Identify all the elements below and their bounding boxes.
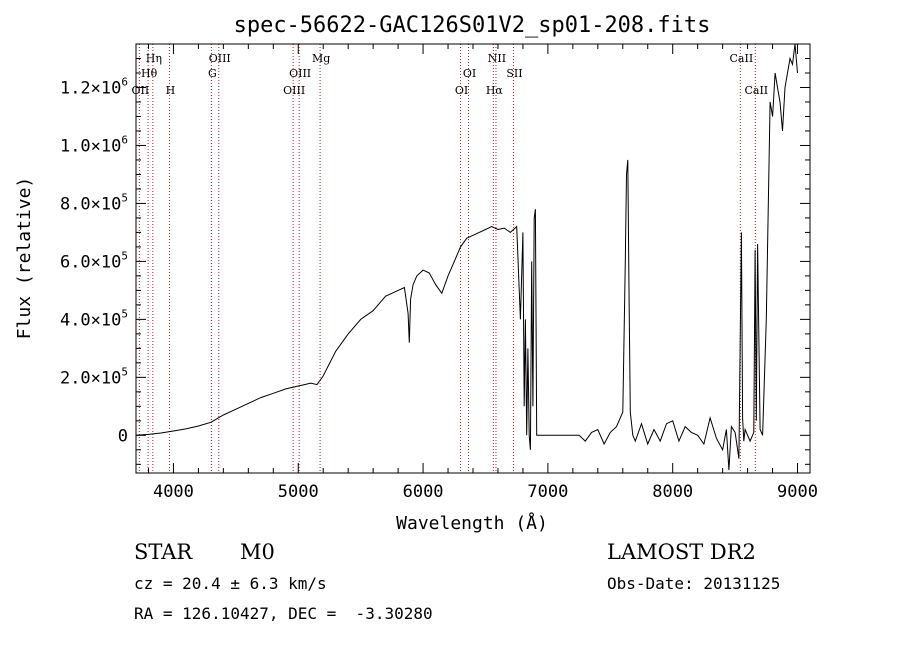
x-tick-label: 7000	[527, 482, 568, 502]
spectral-line-label: H	[166, 84, 176, 97]
y-tick-label: 6.0×105	[60, 249, 128, 272]
y-tick-label: 2.0×105	[60, 365, 128, 388]
coordinates: RA = 126.10427, DEC = -3.30280	[134, 604, 433, 623]
redshift-text: cz = 20.4 ± 6.3 km/s	[134, 574, 327, 593]
x-tick-label: 5000	[278, 482, 319, 502]
x-axis: 4000 5000 6000 7000 8000 9000	[147, 44, 818, 502]
y-tick-label: 4.0×105	[60, 307, 128, 330]
x-tick-label: 8000	[652, 482, 693, 502]
object-subclass: M0	[240, 540, 275, 564]
spectral-line-label: OI	[455, 84, 468, 97]
x-axis-label: Wavelength (Å)	[396, 512, 548, 534]
y-axis-label: Flux (relative)	[14, 177, 35, 340]
spectral-line-label: Hη	[146, 52, 162, 65]
spectral-line-label: SII	[506, 67, 522, 80]
x-tick-label: 6000	[403, 482, 444, 502]
chart-title: spec-56622-GAC126S01V2_sp01-208.fits	[234, 13, 711, 38]
spectral-line-label: G	[208, 67, 217, 80]
spectral-line-label: OIII	[289, 67, 311, 80]
obs-date: Obs-Date: 20131125	[607, 574, 781, 593]
y-tick-label: 8.0×105	[60, 191, 128, 214]
object-class: STAR	[134, 540, 193, 564]
spectral-line-label: CaII	[730, 52, 754, 65]
y-tick-label: 1.2×106	[60, 75, 128, 98]
spectral-line-label: CaII	[744, 84, 768, 97]
spectral-line-label: Mg	[312, 52, 330, 65]
y-tick-label: 1.0×106	[60, 133, 128, 156]
spectral-line-label: OIII	[209, 52, 231, 65]
spectral-line-label: Hα	[486, 84, 504, 97]
x-tick-label: 4000	[153, 482, 194, 502]
spectral-line-label: OII	[132, 84, 150, 97]
y-axis: 0 2.0×105 4.0×105 6.0×105 8.0×105 1.0×106 1.2×…	[60, 57, 810, 465]
spectral-line-label: OIII	[283, 84, 305, 97]
x-tick-label: 9000	[777, 482, 818, 502]
spectrum-line	[135, 43, 798, 471]
spectral-line-label: OI	[463, 67, 476, 80]
spectral-line-label: NII	[488, 52, 506, 65]
spectral-line-label: Hθ	[141, 67, 158, 80]
y-tick-label: 0	[118, 426, 128, 446]
survey-name: LAMOST DR2	[607, 540, 756, 564]
